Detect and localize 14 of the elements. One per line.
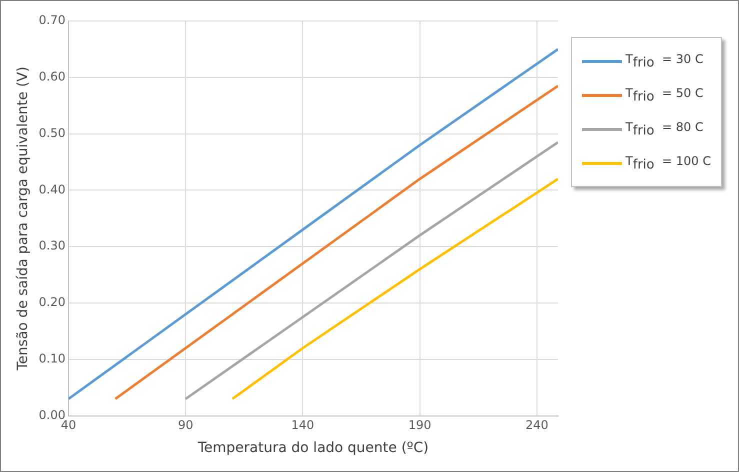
y-tick-label: 0.40 [38,182,66,196]
x-tick-label: 240 [525,418,548,432]
x-tick-label: 40 [60,418,76,432]
y-tick-label: 0.30 [38,238,66,253]
x-tick-label: 90 [178,418,194,432]
x-tick-label: 140 [291,418,314,432]
x-tick-label: 190 [408,418,432,432]
y-tick-label: 0.60 [38,70,66,84]
y-tick-label: 0.70 [38,13,66,28]
y-tick-label: 0.10 [38,352,66,366]
x-axis-title: Temperatura do lado quente (ºC) [196,440,429,456]
y-axis-title: Tensão de saída para carga equivalente (V) [15,66,32,372]
y-tick-label: 0.50 [38,126,66,140]
y-tick-label: 0.20 [38,295,66,310]
